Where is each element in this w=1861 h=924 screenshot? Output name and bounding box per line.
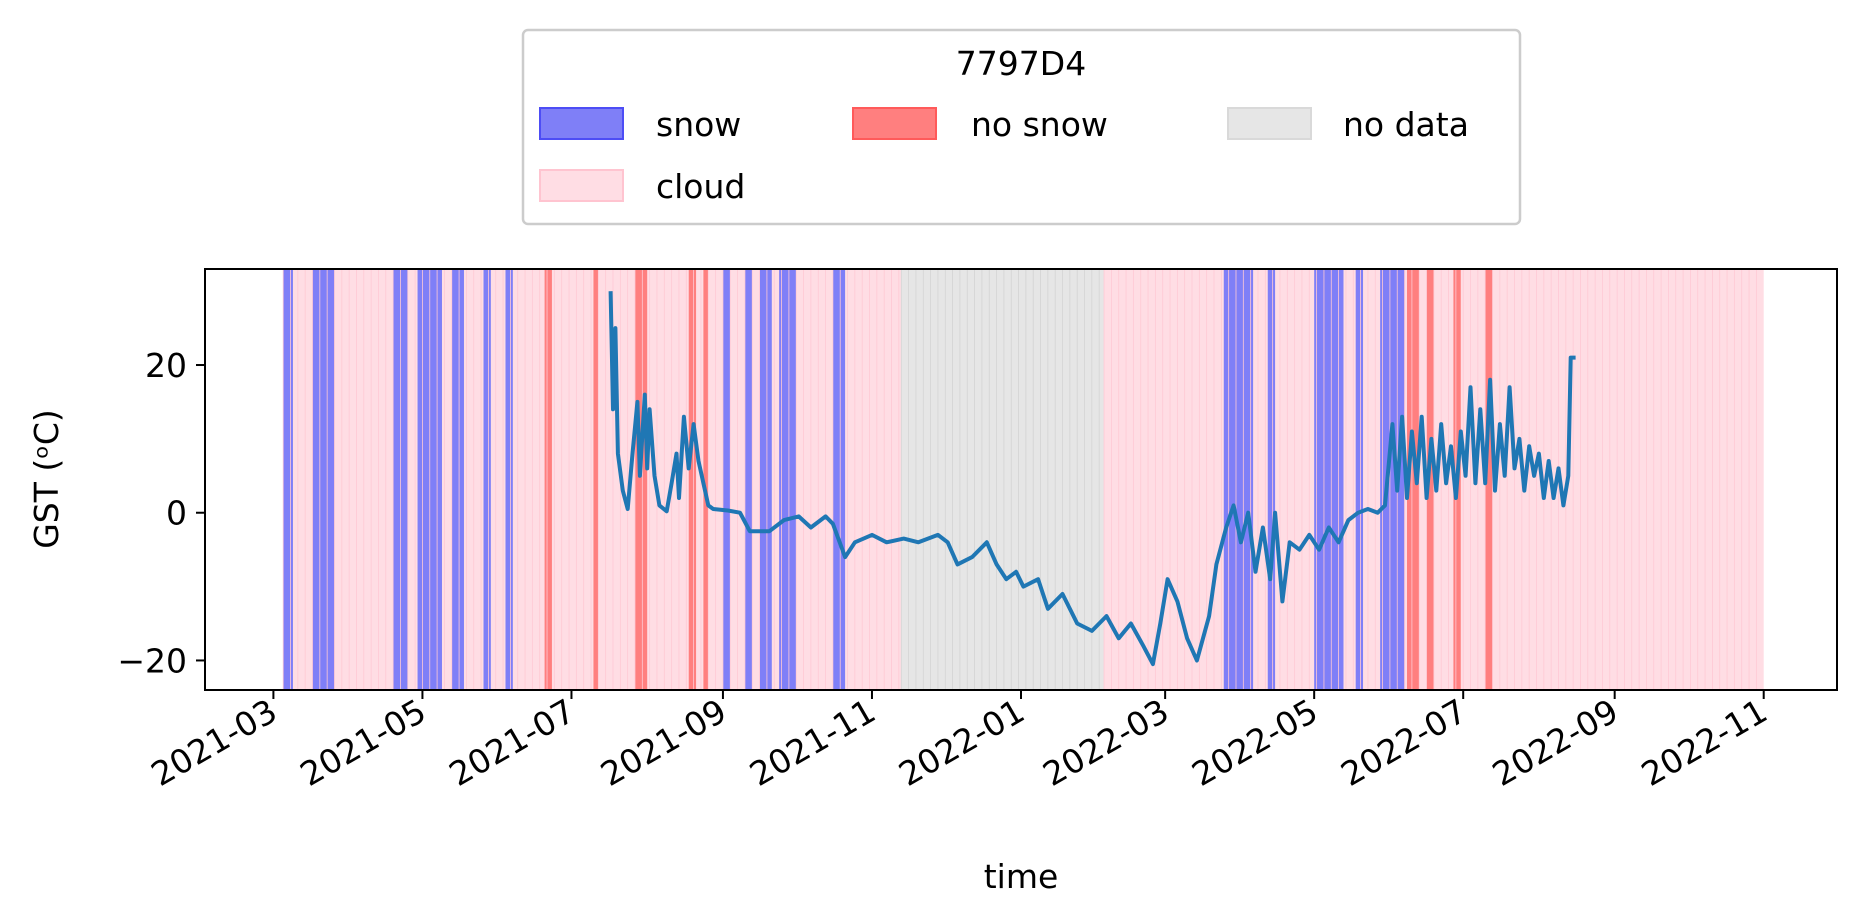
span-no-snow [593, 269, 599, 690]
x-tick-label: 2021-07 [443, 691, 582, 794]
x-axis: 2021-03 2021-05 2021-07 2021-09 2021-11 2022-… [144, 690, 1774, 794]
span-no-snow [1426, 269, 1434, 690]
x-tick-label: 2022-11 [1635, 691, 1774, 794]
span-snow [451, 269, 464, 690]
span-no-snow [1485, 269, 1493, 690]
span-snow [722, 269, 731, 690]
classification-spans [282, 269, 1764, 690]
span-snow [744, 269, 753, 690]
span-snow [1267, 269, 1276, 690]
span-snow [483, 269, 491, 690]
y-tick-label: 0 [166, 494, 187, 533]
x-tick-label: 2021-05 [294, 691, 433, 794]
y-tick-label: 20 [145, 346, 187, 385]
x-tick-label: 2022-07 [1334, 691, 1473, 794]
span-snow [505, 269, 513, 690]
span-snow [312, 269, 335, 690]
span-snow [283, 269, 293, 690]
x-tick-label: 2021-03 [144, 691, 283, 794]
gst-series [608, 291, 1576, 667]
x-axis-label: time [984, 857, 1059, 896]
legend-swatch-snow [539, 107, 624, 140]
x-tick-label: 2022-01 [892, 691, 1031, 794]
legend-swatch-no-snow [852, 107, 937, 140]
legend-label-snow: snow [656, 105, 741, 144]
x-tick-label: 2022-03 [1036, 691, 1175, 794]
legend: 7797D4 snow no snow no data cloud [521, 28, 1522, 226]
y-axis-label: GST (ᵒC) [27, 409, 66, 549]
legend-label-no-snow: no snow [971, 105, 1108, 144]
legend-frame [521, 28, 1522, 226]
span-snow [1380, 269, 1405, 690]
span-snow [1314, 269, 1344, 690]
span-no-snow [703, 269, 709, 690]
gst-line [608, 291, 1576, 667]
legend-label-no-data: no data [1343, 105, 1469, 144]
x-tick-label: 2022-09 [1486, 691, 1625, 794]
span-no-snow [688, 269, 697, 690]
legend-swatch-cloud [539, 169, 624, 202]
x-tick-label: 2021-09 [594, 691, 733, 794]
span-snow [1223, 269, 1254, 690]
legend-swatch-no-data [1227, 107, 1312, 140]
x-tick-label: 2022-05 [1185, 691, 1324, 794]
x-tick-label: 2021-11 [743, 691, 882, 794]
span-no-snow [544, 269, 552, 690]
span-snow [779, 269, 797, 690]
span-cloud [283, 269, 902, 690]
span-snow [832, 269, 846, 690]
span-no-snow [634, 269, 648, 690]
y-tick-label: −20 [117, 641, 187, 680]
span-no-data [901, 269, 1105, 690]
legend-title: 7797D4 [956, 44, 1086, 83]
span-snow [759, 269, 772, 690]
span-snow [1355, 269, 1364, 690]
y-axis: 20 0 −20 [117, 346, 205, 680]
legend-label-cloud: cloud [656, 167, 745, 206]
span-no-snow [1407, 269, 1420, 690]
